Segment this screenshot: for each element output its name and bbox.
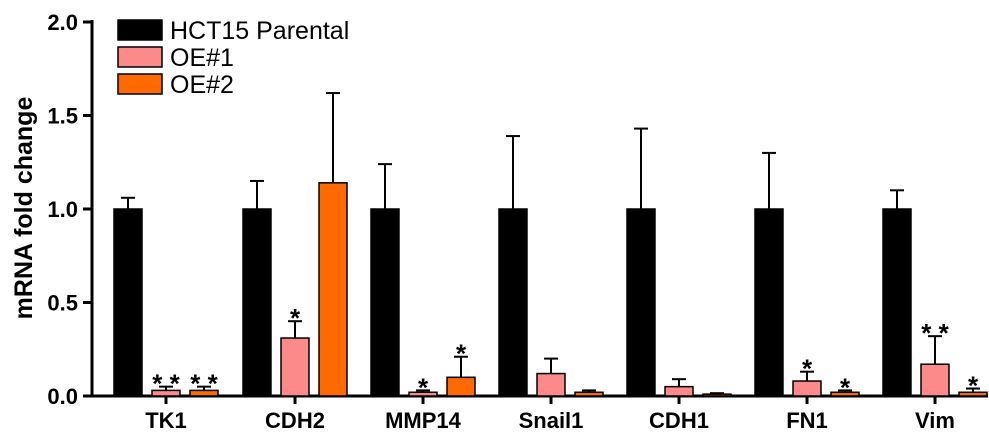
y-tick-label: 1.0 xyxy=(47,197,78,222)
bar xyxy=(574,391,604,397)
bars: * * * * * * * * * * * * xyxy=(113,92,988,402)
significance-mark: * * xyxy=(152,369,180,399)
bar xyxy=(664,385,694,397)
bar xyxy=(882,208,912,397)
y-tick-label: 0.0 xyxy=(47,384,78,409)
significance-mark: * xyxy=(840,372,851,402)
legend-swatch xyxy=(117,19,163,41)
x-tick-label: CDH2 xyxy=(265,408,325,433)
legend-swatch xyxy=(117,46,163,68)
significance-mark: * * xyxy=(921,318,949,348)
y-tick-label: 1.5 xyxy=(47,104,78,129)
significance-mark: * xyxy=(456,339,467,369)
legend-swatch xyxy=(117,73,163,95)
y-tick-label: 2.0 xyxy=(47,10,78,35)
y-tick-label: 0.5 xyxy=(47,291,78,316)
legend-label: HCT15 Parental xyxy=(170,17,349,45)
bar xyxy=(626,208,656,397)
bar xyxy=(446,376,476,397)
legend-label: OE#1 xyxy=(170,44,234,72)
bar xyxy=(702,393,732,397)
significance-mark: * xyxy=(968,371,979,401)
x-tick-label: TK1 xyxy=(145,408,187,433)
legend-label: OE#2 xyxy=(170,71,234,99)
bar xyxy=(318,182,348,397)
significance-mark: * xyxy=(290,303,301,333)
bar xyxy=(370,208,400,397)
x-tick-label: Snail1 xyxy=(519,408,584,433)
significance-mark: * xyxy=(802,354,813,384)
x-tick-label: Vim xyxy=(915,408,955,433)
bar xyxy=(280,337,310,397)
y-axis-title: mRNA fold change xyxy=(10,97,38,320)
bar xyxy=(754,208,784,397)
bar xyxy=(920,363,950,397)
bar xyxy=(498,208,528,397)
significance-mark: * * xyxy=(190,369,218,399)
axes: 0.0 0.5 1.0 1.5 2.0 TK1 CDH2 MMP14 Snail1 CDH1 FN1… xyxy=(47,10,988,433)
significance-mark: * xyxy=(418,372,429,402)
x-tick-label: FN1 xyxy=(786,408,828,433)
bar xyxy=(242,208,272,397)
bar xyxy=(113,208,143,397)
bar xyxy=(536,372,566,397)
x-tick-label: MMP14 xyxy=(385,408,462,433)
x-tick-label: CDH1 xyxy=(649,408,709,433)
